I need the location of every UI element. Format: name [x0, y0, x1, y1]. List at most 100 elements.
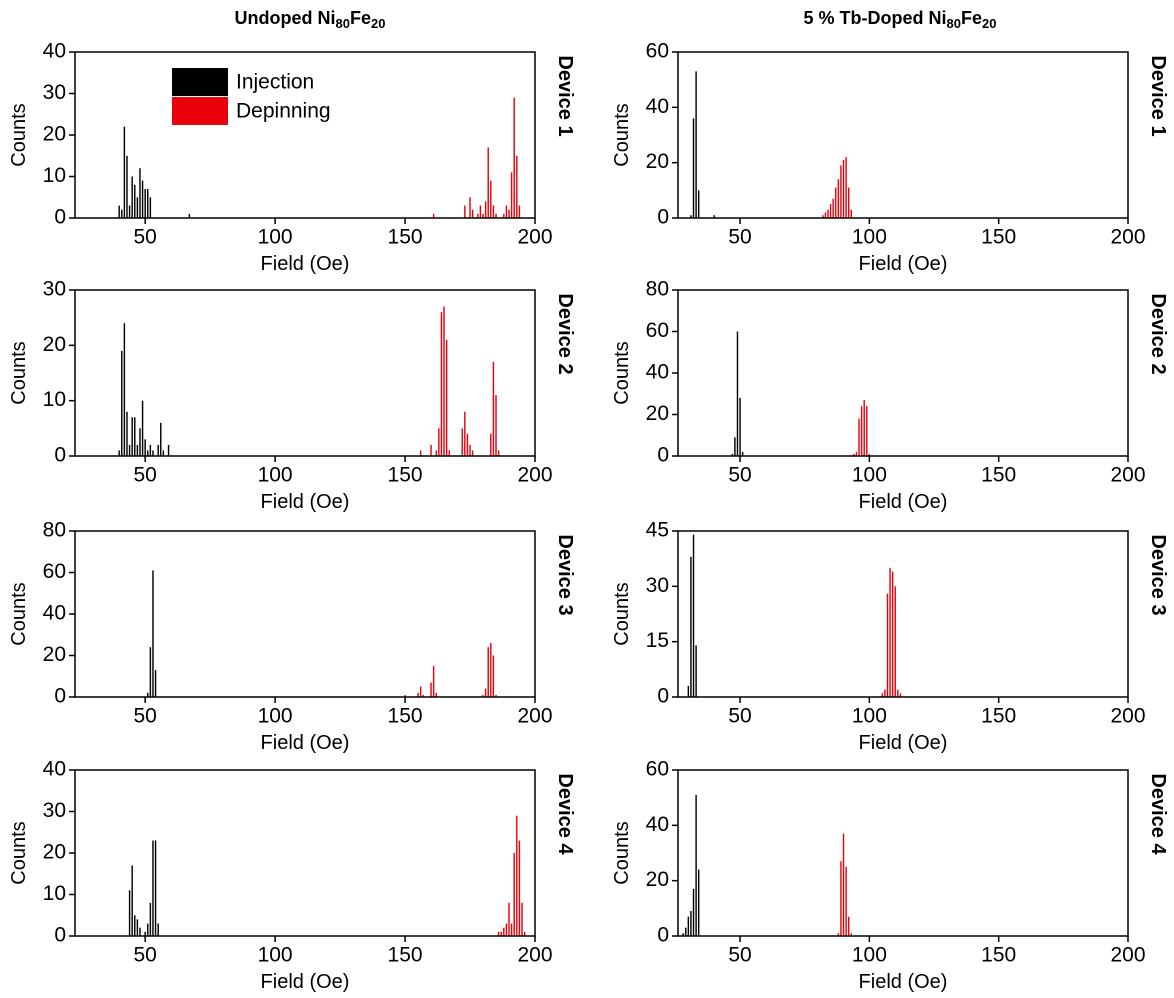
- title-part: 20: [982, 16, 996, 31]
- x-tick-label: 50: [133, 705, 156, 728]
- bar: [162, 450, 165, 456]
- bar: [126, 411, 128, 456]
- bar: [484, 201, 487, 218]
- y-tick-label: 10: [43, 388, 66, 411]
- y-axis-label: Counts: [8, 582, 30, 645]
- x-tick-label: 100: [258, 705, 293, 728]
- bar: [695, 794, 697, 936]
- x-tick-label: 150: [388, 464, 423, 487]
- bar: [147, 692, 149, 697]
- bar: [477, 213, 479, 218]
- bar: [490, 180, 492, 218]
- x-axis-label: Field (Oe): [859, 971, 948, 993]
- bar: [131, 176, 133, 218]
- bar: [690, 215, 692, 218]
- bar: [134, 417, 136, 456]
- x-tick-label: 200: [1110, 944, 1145, 967]
- bar: [497, 931, 500, 936]
- bar: [461, 428, 463, 456]
- bar: [492, 655, 495, 697]
- y-axis-label: Counts: [611, 103, 633, 166]
- title-part: Fe: [961, 8, 982, 28]
- bar: [827, 209, 829, 218]
- title-part: 20: [371, 16, 385, 31]
- bar: [118, 450, 120, 456]
- y-tick-label: 60: [646, 319, 669, 342]
- y-tick-label: 0: [657, 444, 669, 467]
- y-tick-label: 40: [646, 361, 669, 384]
- y-tick-label: 0: [657, 685, 669, 708]
- y-tick-label: 20: [43, 333, 66, 356]
- bar: [430, 682, 432, 697]
- bar: [690, 556, 692, 697]
- y-tick-label: 40: [43, 40, 66, 63]
- bar: [147, 450, 149, 456]
- bar: [518, 840, 521, 936]
- bar: [147, 923, 149, 936]
- bar: [837, 179, 840, 218]
- bar: [884, 689, 886, 697]
- bar: [149, 444, 152, 456]
- y-tick-label: 40: [646, 813, 669, 836]
- title-part: 80: [336, 16, 350, 31]
- bar: [466, 433, 469, 456]
- device-label: Device 4: [1147, 773, 1169, 855]
- y-tick-label: 60: [646, 758, 669, 781]
- bar: [479, 205, 482, 218]
- bar: [149, 902, 152, 936]
- bar: [523, 931, 526, 936]
- bar: [495, 213, 497, 218]
- bar: [503, 927, 505, 936]
- y-tick-label: 20: [646, 868, 669, 891]
- x-tick-label: 50: [728, 226, 751, 249]
- bar: [886, 593, 889, 697]
- y-tick-label: 20: [646, 402, 669, 425]
- bar: [495, 694, 497, 697]
- x-tick-label: 200: [517, 705, 552, 728]
- bar: [160, 422, 162, 456]
- bar: [505, 923, 508, 936]
- y-tick-label: 30: [43, 799, 66, 822]
- x-tick-label: 50: [728, 944, 751, 967]
- bar: [855, 451, 858, 456]
- y-tick-label: 0: [657, 206, 669, 229]
- bar: [144, 188, 146, 218]
- bar: [850, 209, 852, 218]
- device-label: Device 3: [1147, 534, 1169, 615]
- bar: [438, 428, 440, 456]
- x-tick-label: 200: [1110, 226, 1145, 249]
- x-tick-label: 150: [388, 226, 423, 249]
- bar: [513, 97, 515, 218]
- y-tick-label: 30: [43, 278, 66, 301]
- y-axis-label: Counts: [611, 582, 633, 645]
- y-tick-label: 30: [646, 574, 669, 597]
- y-tick-label: 20: [43, 123, 66, 146]
- x-tick-label: 150: [388, 705, 423, 728]
- y-tick-label: 20: [646, 150, 669, 173]
- bar: [469, 444, 471, 456]
- bar: [131, 865, 133, 936]
- bar: [863, 399, 865, 456]
- bar: [141, 400, 144, 456]
- bar: [891, 571, 894, 697]
- bar: [697, 869, 700, 936]
- bar: [157, 923, 159, 936]
- bar: [139, 428, 141, 456]
- bar: [154, 670, 157, 697]
- y-tick-label: 20: [43, 643, 66, 666]
- bar: [497, 450, 500, 456]
- y-tick-label: 45: [646, 519, 669, 542]
- legend-swatch: [172, 68, 228, 96]
- y-tick-label: 60: [646, 40, 669, 63]
- bar: [134, 184, 136, 218]
- bar: [149, 197, 152, 218]
- y-tick-label: 80: [646, 278, 669, 301]
- x-tick-label: 100: [258, 464, 293, 487]
- axes-frame: [74, 289, 536, 457]
- bar: [144, 931, 146, 936]
- bar: [471, 450, 474, 456]
- x-tick-label: 50: [133, 944, 156, 967]
- bar: [440, 312, 443, 456]
